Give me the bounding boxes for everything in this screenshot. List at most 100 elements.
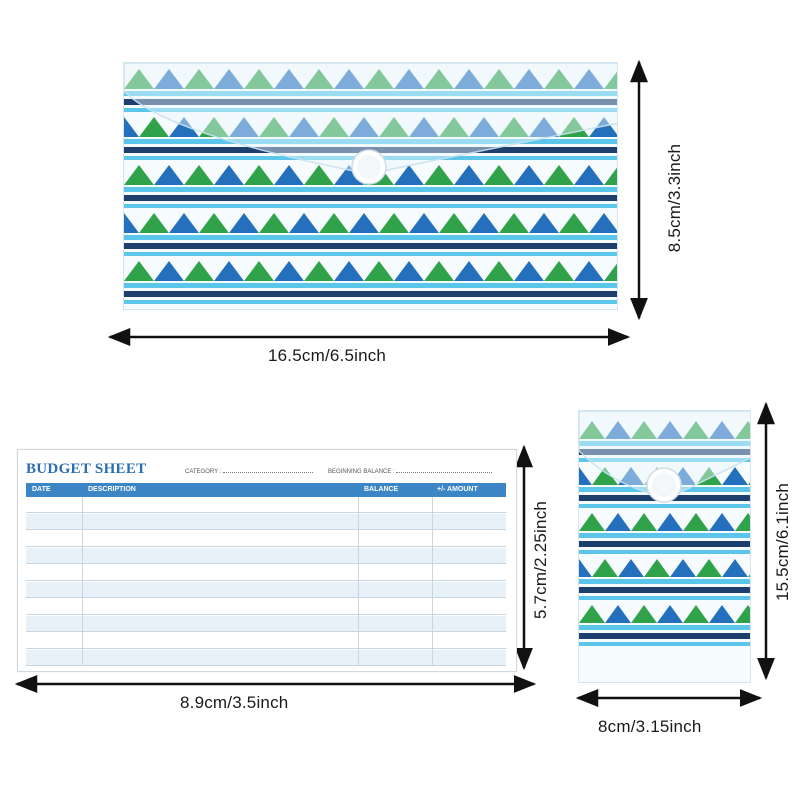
triangle-shape — [439, 213, 469, 233]
triangle-shape — [604, 71, 617, 89]
table-row — [26, 650, 506, 666]
triangle-shape — [709, 421, 735, 439]
triangle-shape — [124, 117, 139, 137]
triangle-shape — [605, 513, 631, 531]
stripe-cyan — [579, 533, 750, 538]
large-envelope-pattern — [124, 63, 617, 304]
triangle-shape — [683, 421, 709, 439]
triangle-shape — [169, 213, 199, 233]
stripe-navy — [124, 195, 617, 201]
triangle-shape — [289, 117, 319, 137]
triangle-shape — [605, 421, 631, 439]
triangle-shape — [274, 261, 304, 281]
triangle-shape — [229, 213, 259, 233]
triangle-shape — [589, 213, 617, 233]
stripe-navy — [579, 541, 750, 547]
sheet-height-label: 5.7cm/2.25inch — [531, 500, 550, 620]
triangle-shape — [469, 213, 499, 233]
triangle-shape — [124, 261, 154, 281]
triangle-shape — [199, 213, 229, 233]
triangle-shape — [748, 482, 750, 485]
triangle-shape — [529, 117, 559, 137]
triangle-shape — [139, 117, 169, 137]
triangle-shape — [214, 261, 244, 281]
triangle-shape — [631, 421, 657, 439]
column-amount: +/- AMOUNT — [437, 486, 478, 493]
triangle-shape — [683, 605, 709, 623]
table-row — [26, 497, 506, 513]
triangle-shape — [544, 69, 574, 89]
column-date: DATE — [32, 486, 51, 493]
triangle-shape — [319, 117, 349, 137]
triangle-shape — [709, 605, 735, 623]
triangle-shape — [259, 213, 289, 233]
triangle-shape — [499, 117, 529, 137]
triangle-shape — [574, 165, 604, 185]
stripe-cyan — [579, 596, 750, 600]
stripe-cyan — [124, 139, 617, 144]
stripe-navy — [124, 99, 617, 105]
small-height-label: 15.5cm/6.1inch — [773, 482, 792, 602]
stripe-cyan — [579, 458, 750, 462]
triangle-shape — [631, 605, 657, 623]
triangle-shape — [696, 467, 722, 485]
stripe-cyan — [579, 579, 750, 584]
triangle-shape — [579, 605, 605, 623]
triangle-shape — [274, 69, 304, 89]
triangle-shape — [304, 165, 334, 185]
triangle-shape — [424, 165, 454, 185]
triangle-shape — [124, 213, 139, 233]
table-row — [26, 548, 506, 564]
sheet-width-label: 8.9cm/3.5inch — [180, 693, 289, 712]
triangle-shape — [579, 513, 605, 531]
triangle-shape — [454, 69, 484, 89]
triangle-shape — [289, 213, 319, 233]
triangle-shape — [349, 117, 379, 137]
triangle-shape — [184, 261, 214, 281]
stripe-cyan — [124, 91, 617, 96]
triangle-shape — [304, 69, 334, 89]
column-divider — [82, 497, 83, 665]
triangle-shape — [454, 261, 484, 281]
triangle-shape — [409, 117, 439, 137]
triangle-shape — [735, 513, 750, 531]
triangle-shape — [592, 467, 618, 485]
stripe-navy — [579, 633, 750, 639]
triangle-shape — [319, 213, 349, 233]
stripe-navy — [579, 587, 750, 593]
triangle-shape — [657, 421, 683, 439]
triangle-shape — [394, 165, 424, 185]
triangle-shape — [514, 261, 544, 281]
triangle-shape — [379, 213, 409, 233]
triangle-shape — [657, 513, 683, 531]
triangle-shape — [349, 213, 379, 233]
triangle-shape — [199, 117, 229, 137]
stripe-navy — [124, 243, 617, 249]
snap-button-inner — [357, 155, 381, 179]
triangle-shape — [184, 69, 214, 89]
triangle-shape — [229, 117, 259, 137]
triangle-shape — [574, 69, 604, 89]
stripe-cyan — [124, 204, 617, 208]
triangle-shape — [379, 117, 409, 137]
sheet-grid — [26, 497, 506, 666]
triangle-shape — [735, 605, 750, 623]
triangle-shape — [394, 69, 424, 89]
triangle-shape — [499, 213, 529, 233]
stripe-navy — [579, 449, 750, 455]
triangle-shape — [514, 165, 544, 185]
stripe-cyan — [579, 504, 750, 508]
stripe-cyan — [579, 441, 750, 446]
table-row — [26, 582, 506, 598]
column-divider — [432, 497, 433, 665]
triangle-shape — [735, 421, 750, 439]
stripe-cyan — [124, 187, 617, 192]
triangle-shape — [605, 605, 631, 623]
beginning-balance-field: BEGINNING BALANCE : — [328, 467, 493, 475]
stripe-cyan — [124, 252, 617, 256]
triangle-shape — [214, 69, 244, 89]
stripe-cyan — [579, 642, 750, 646]
triangle-shape — [424, 261, 454, 281]
triangle-shape — [484, 69, 514, 89]
